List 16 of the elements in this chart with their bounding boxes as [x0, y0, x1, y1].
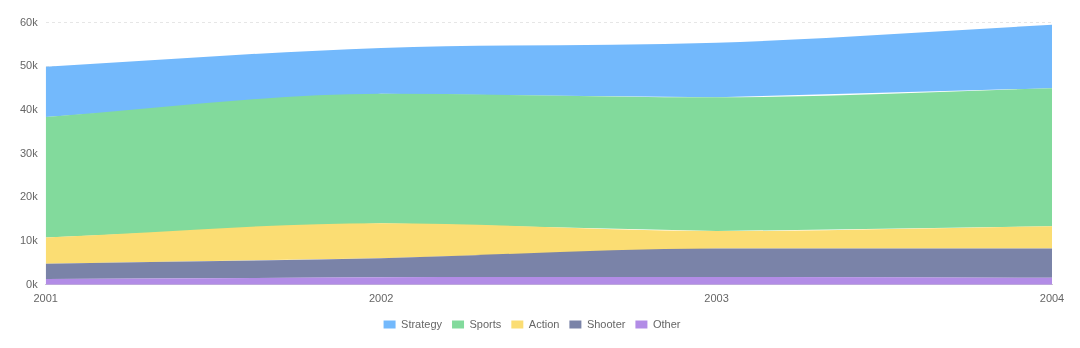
y-tick-label: 30k [19, 146, 39, 159]
y-tick-label: 50k [19, 59, 39, 72]
legend-label: Other [652, 317, 681, 330]
y-tick-label: 0k [26, 277, 39, 290]
x-tick-label: 2003 [704, 292, 729, 305]
y-tick-label: 20k [19, 190, 39, 203]
legend-label: Action [528, 317, 560, 330]
x-tick-label: 2002 [368, 292, 394, 305]
legend-label: Shooter [586, 317, 626, 330]
legend-label: Strategy [401, 317, 443, 330]
y-tick-label: 60k [19, 15, 39, 28]
y-tick-label: 10k [19, 234, 39, 247]
legend-label: Sports [469, 317, 502, 330]
x-tick-label: 2004 [1039, 292, 1065, 305]
y-tick-label: 40k [19, 103, 39, 116]
x-tick-label: 2001 [33, 292, 58, 305]
